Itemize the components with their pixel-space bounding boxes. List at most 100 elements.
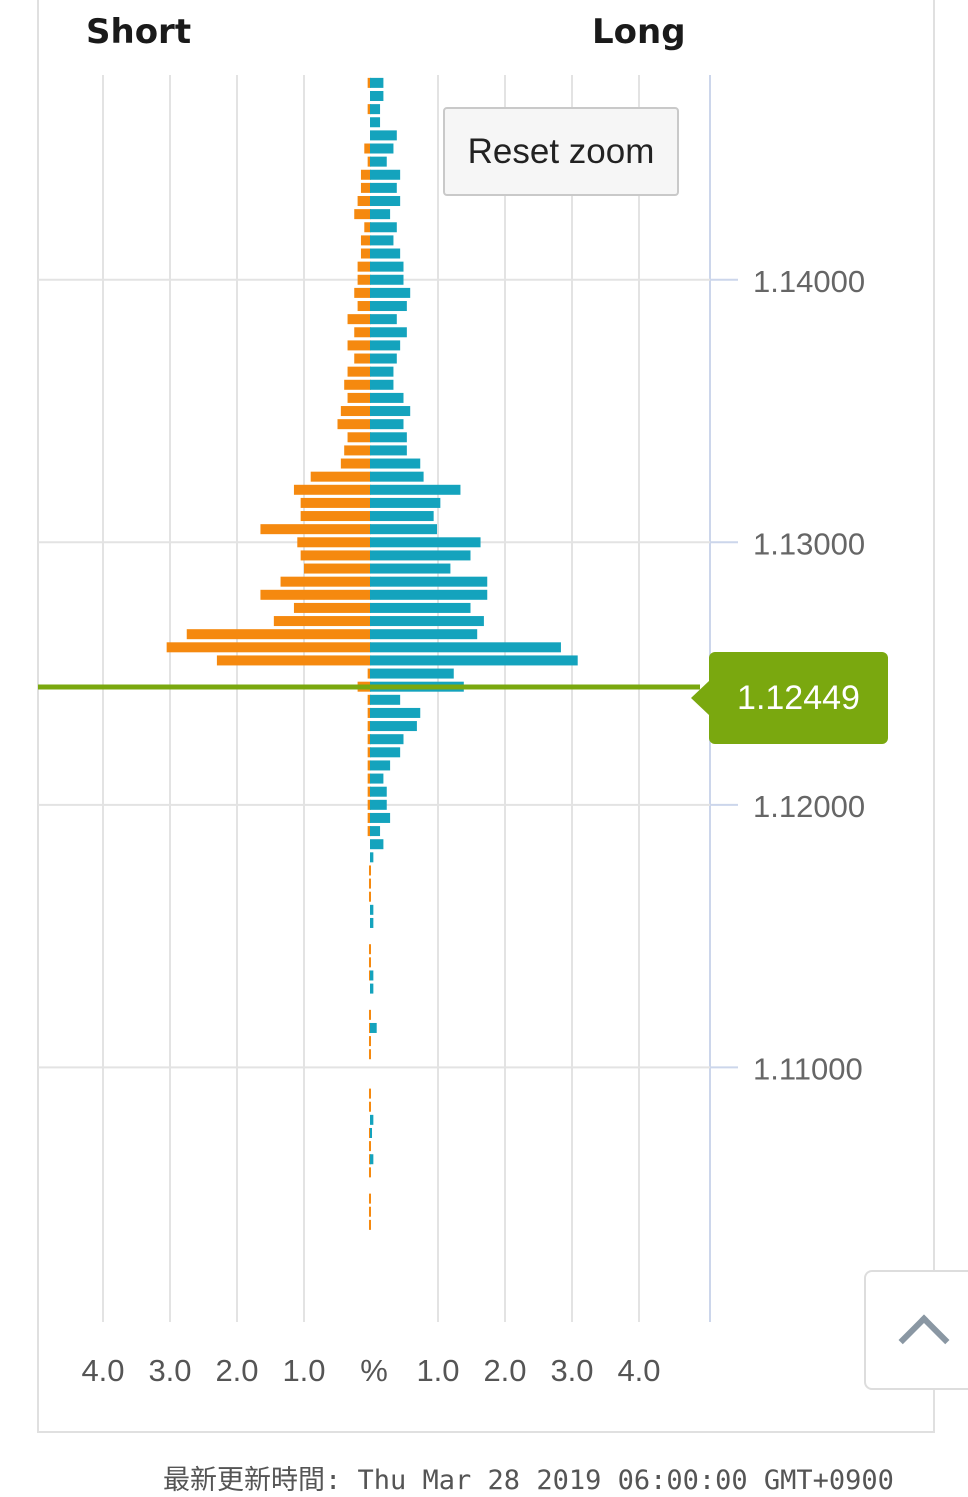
long-bar bbox=[370, 327, 407, 338]
long-bar bbox=[370, 274, 404, 285]
long-bar bbox=[370, 799, 387, 810]
long-bar bbox=[370, 812, 391, 823]
long-bar bbox=[370, 445, 407, 456]
long-bar bbox=[370, 497, 441, 508]
short-bar bbox=[367, 747, 371, 758]
long-header: Long bbox=[592, 12, 686, 52]
long-bar bbox=[370, 786, 387, 797]
short-bar bbox=[297, 537, 371, 548]
long-bar bbox=[370, 904, 374, 915]
x-tick-label: % bbox=[360, 1353, 388, 1388]
y-tick-label: 1.13000 bbox=[753, 526, 865, 561]
y-tick-label: 1.14000 bbox=[753, 264, 865, 299]
short-bar bbox=[347, 392, 371, 403]
y-tick-label: 1.11000 bbox=[753, 1051, 863, 1086]
long-bar bbox=[370, 261, 404, 272]
short-bar bbox=[368, 1167, 371, 1178]
short-bar bbox=[337, 419, 371, 430]
short-bar bbox=[368, 1049, 371, 1060]
short-bar bbox=[367, 812, 371, 823]
short-bar bbox=[368, 1141, 371, 1152]
long-bar bbox=[370, 1127, 373, 1138]
short-bar bbox=[367, 668, 371, 679]
long-bar bbox=[370, 406, 411, 417]
long-bar bbox=[370, 707, 421, 718]
y-tick-label: 1.12000 bbox=[753, 789, 865, 824]
short-bar bbox=[340, 406, 371, 417]
long-bar bbox=[370, 77, 384, 88]
long-bar bbox=[370, 563, 451, 574]
short-bar bbox=[367, 77, 371, 88]
long-bar bbox=[370, 91, 384, 102]
long-bar bbox=[370, 182, 397, 193]
short-bar bbox=[367, 786, 371, 797]
long-bar bbox=[370, 721, 417, 732]
long-bar bbox=[370, 222, 397, 233]
long-bar bbox=[370, 655, 578, 666]
short-bar bbox=[368, 1022, 371, 1033]
short-bar bbox=[347, 432, 371, 443]
long-bar bbox=[370, 839, 384, 850]
long-bar bbox=[370, 235, 394, 246]
short-bar bbox=[280, 576, 371, 587]
x-tick-label: 1.0 bbox=[282, 1353, 325, 1388]
x-tick-label: 4.0 bbox=[81, 1353, 124, 1388]
short-bar bbox=[273, 616, 371, 627]
short-bar bbox=[354, 287, 371, 298]
short-bar bbox=[364, 143, 371, 154]
short-bar bbox=[293, 484, 371, 495]
long-bar bbox=[370, 419, 404, 430]
long-bar bbox=[370, 379, 394, 390]
short-bar bbox=[367, 707, 371, 718]
long-bar bbox=[370, 642, 561, 653]
long-bar bbox=[370, 392, 404, 403]
short-bar bbox=[300, 497, 371, 508]
short-bar bbox=[368, 1154, 371, 1165]
short-bar bbox=[357, 301, 371, 312]
short-bar bbox=[367, 694, 371, 705]
short-bar bbox=[300, 511, 371, 522]
short-bar bbox=[368, 1127, 371, 1138]
short-bar bbox=[360, 169, 371, 180]
short-bar bbox=[293, 602, 371, 613]
short-bar bbox=[357, 261, 371, 272]
long-bar bbox=[370, 301, 407, 312]
long-bar bbox=[370, 117, 381, 128]
vertical-gridlines bbox=[102, 75, 711, 1322]
short-bar bbox=[360, 182, 371, 193]
long-bar bbox=[370, 1154, 374, 1165]
short-bar bbox=[368, 1219, 371, 1230]
long-bar bbox=[370, 524, 437, 535]
short-bar bbox=[368, 865, 371, 876]
short-bar bbox=[368, 1101, 371, 1112]
short-bar bbox=[368, 944, 371, 955]
short-bar bbox=[368, 891, 371, 902]
short-bar bbox=[360, 248, 371, 259]
long-bar bbox=[370, 248, 401, 259]
long-bar bbox=[370, 576, 488, 587]
short-bar bbox=[347, 314, 371, 325]
short-bar bbox=[344, 379, 371, 390]
long-bar bbox=[370, 130, 397, 141]
short-bar bbox=[368, 957, 371, 968]
current-price-label: 1.12449 bbox=[709, 652, 888, 744]
reset-zoom-button[interactable]: Reset zoom bbox=[443, 107, 679, 196]
short-bar bbox=[367, 760, 371, 771]
long-bar bbox=[370, 826, 381, 837]
long-bar bbox=[370, 104, 381, 115]
short-bar bbox=[347, 340, 371, 351]
short-series bbox=[166, 77, 371, 1230]
long-bar bbox=[370, 511, 434, 522]
x-tick-label: 3.0 bbox=[148, 1353, 191, 1388]
short-bar bbox=[300, 550, 371, 561]
short-bar bbox=[367, 104, 371, 115]
short-bar bbox=[347, 366, 371, 377]
long-bar bbox=[370, 314, 397, 325]
short-bar bbox=[340, 458, 371, 469]
short-bar bbox=[367, 799, 371, 810]
long-bar bbox=[370, 209, 391, 220]
long-bar bbox=[370, 471, 424, 482]
short-bar bbox=[360, 235, 371, 246]
scroll-to-top-button[interactable] bbox=[864, 1270, 968, 1390]
short-bar bbox=[367, 156, 371, 167]
